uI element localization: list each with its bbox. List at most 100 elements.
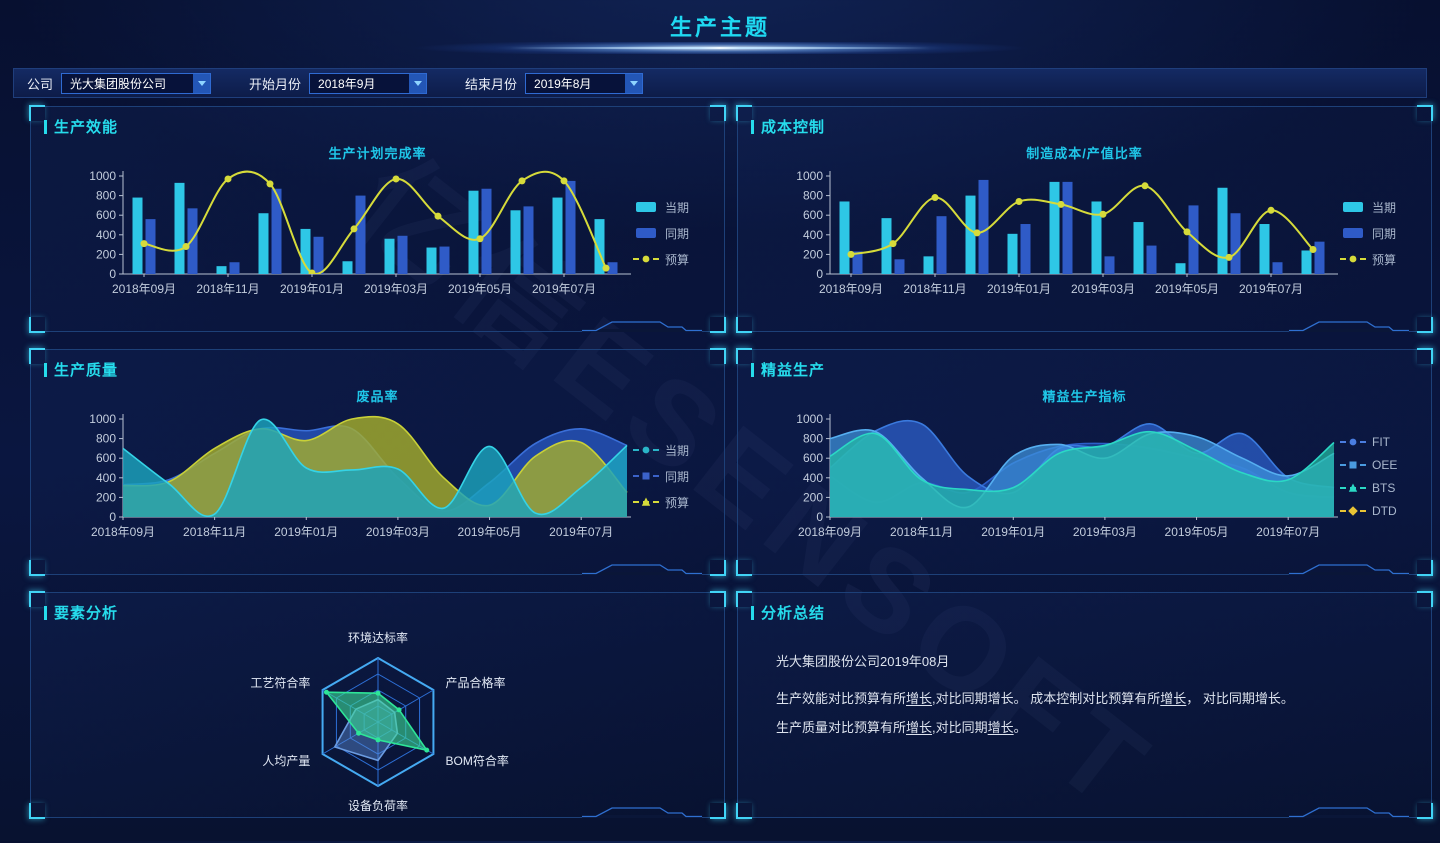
svg-text:2018年11月: 2018年11月: [196, 282, 259, 296]
summary-text: ,对比同期: [932, 719, 988, 735]
panel-title-efficiency: 生产效能: [44, 116, 118, 137]
svg-text:400: 400: [803, 471, 823, 485]
svg-text:0: 0: [816, 267, 823, 281]
legend-label: FIT: [1372, 434, 1390, 449]
legend-item-quality[interactable]: 预算: [633, 494, 714, 511]
filter-bar: 公司 光大集团股份公司 开始月份 2018年9月 结束月份 2019年8月: [13, 68, 1427, 98]
svg-text:2019年05月: 2019年05月: [458, 525, 522, 539]
quality-area-chart[interactable]: 0 200 400 600 800 1000 2018年09月 2018年11月 2019年01…: [77, 409, 633, 543]
svg-text:0: 0: [816, 510, 823, 524]
svg-text:800: 800: [803, 432, 823, 446]
cost-legend: 当期 同期 预算: [1340, 199, 1421, 268]
title-accent-bar: [751, 362, 754, 377]
legend-item-cost[interactable]: 预算: [1340, 251, 1421, 268]
panel-title-factor: 要素分析: [44, 602, 118, 623]
legend-item-lean[interactable]: OEE: [1340, 458, 1421, 472]
legend-label: 同期: [665, 469, 690, 484]
legend-item-efficiency[interactable]: 同期: [633, 225, 714, 242]
svg-text:2019年01月: 2019年01月: [274, 525, 338, 539]
panel-bottom-notch: [1289, 564, 1409, 575]
svg-text:800: 800: [96, 189, 116, 203]
header-glow-core: [510, 47, 930, 49]
legend-item-efficiency[interactable]: 预算: [633, 251, 714, 268]
legend-item-efficiency[interactable]: 当期: [633, 199, 714, 216]
summary-line: 生产质量对比预算有所增长,对比同期增长。: [776, 717, 1387, 740]
legend-item-lean[interactable]: BTS: [1340, 481, 1421, 495]
panel-grid: 生产效能 生产计划完成率 0 200 400 600 800 1000 2018年09月 20…: [29, 105, 1433, 819]
chart-title-cost: 制造成本/产值比率: [1026, 146, 1143, 161]
legend-item-quality[interactable]: 当期: [633, 442, 714, 459]
svg-text:600: 600: [96, 451, 116, 465]
svg-text:2019年03月: 2019年03月: [366, 525, 430, 539]
svg-text:人均产量: 人均产量: [262, 754, 310, 768]
chevron-down-icon[interactable]: [409, 73, 427, 93]
lean-legend: FIT OEE BTS DTD: [1340, 435, 1421, 518]
start-month-select-value: 2018年9月: [318, 76, 376, 91]
summary-underlined-text: 增长: [906, 691, 933, 706]
panel-title-lean: 精益生产: [751, 359, 825, 380]
svg-text:2019年03月: 2019年03月: [1073, 525, 1137, 539]
legend-item-cost[interactable]: 同期: [1340, 225, 1421, 242]
svg-text:2019年03月: 2019年03月: [1071, 282, 1135, 296]
svg-text:1000: 1000: [89, 169, 116, 183]
legend-item-lean[interactable]: FIT: [1340, 435, 1421, 449]
panel-bottom-notch: [1289, 321, 1409, 332]
svg-text:2019年07月: 2019年07月: [549, 525, 613, 539]
chevron-down-icon[interactable]: [193, 73, 211, 93]
legend-label: DTD: [1372, 503, 1397, 518]
panel-analysis-summary: 分析总结 光大集团股份公司2019年08月 生产效能对比预算有所增长,对比同期增…: [736, 591, 1433, 819]
legend-label: BTS: [1372, 480, 1396, 495]
company-select[interactable]: 光大集团股份公司: [61, 72, 212, 94]
summary-underlined-text: 增长: [987, 719, 1014, 735]
svg-text:400: 400: [96, 471, 116, 485]
company-label: 公司: [27, 76, 54, 92]
panel-production-efficiency: 生产效能 生产计划完成率 0 200 400 600 800 1000 2018年09月 20…: [29, 105, 726, 333]
lean-area-chart[interactable]: 0 200 400 600 800 1000 2018年09月 2018年11月 2019年01…: [784, 409, 1340, 543]
legend-item-lean[interactable]: DTD: [1340, 504, 1421, 518]
summary-text: ， 对比同期增长。: [1186, 691, 1294, 706]
chart-title-lean: 精益生产指标: [1042, 389, 1127, 404]
svg-text:环境达标率: 环境达标率: [347, 630, 407, 645]
end-month-label: 结束月份: [465, 76, 518, 92]
end-month-select-value: 2019年8月: [534, 76, 592, 91]
panel-title-cost: 成本控制: [751, 116, 825, 137]
svg-text:设备负荷率: 设备负荷率: [347, 798, 407, 811]
end-month-filter-group: 结束月份 2019年8月: [465, 72, 644, 94]
legend-label: 同期: [665, 226, 690, 241]
legend-item-cost[interactable]: 当期: [1340, 199, 1421, 216]
svg-text:1000: 1000: [796, 412, 823, 426]
svg-text:1000: 1000: [89, 412, 116, 426]
panel-bottom-notch: [582, 321, 702, 332]
legend-label: 当期: [665, 443, 690, 458]
svg-text:400: 400: [96, 228, 116, 242]
svg-text:2019年05月: 2019年05月: [448, 282, 512, 296]
start-month-select[interactable]: 2018年9月: [309, 72, 428, 94]
svg-text:2018年09月: 2018年09月: [91, 525, 155, 539]
svg-text:BOM符合率: BOM符合率: [445, 753, 508, 768]
panel-title-quality: 生产质量: [44, 359, 118, 380]
legend-label: 当期: [665, 200, 690, 215]
company-select-value: 光大集团股份公司: [70, 76, 167, 91]
title-accent-bar: [751, 605, 754, 620]
efficiency-bar-line-chart[interactable]: 0 200 400 600 800 1000 2018年09月 2018年11月 2019年01…: [77, 166, 633, 300]
legend-label: 预算: [665, 495, 690, 510]
panel-lean-production: 精益生产 精益生产指标 0 200 400 600 800 1000 2018年09月 201…: [736, 348, 1433, 576]
svg-text:1000: 1000: [796, 169, 823, 183]
start-month-label: 开始月份: [249, 76, 302, 92]
legend-label: 预算: [665, 252, 690, 267]
summary-underlined-text: 增长: [1160, 691, 1187, 706]
svg-text:2018年11月: 2018年11月: [890, 525, 953, 539]
summary-lines: 生产效能对比预算有所增长,对比同期增长。 成本控制对比预算有所增长， 对比同期增…: [776, 688, 1387, 740]
title-accent-bar: [751, 119, 754, 134]
svg-text:200: 200: [96, 247, 116, 261]
end-month-select[interactable]: 2019年8月: [525, 72, 644, 94]
panel-bottom-notch: [582, 807, 702, 818]
svg-text:800: 800: [803, 189, 823, 203]
summary-text: 。: [1013, 719, 1027, 735]
chevron-down-icon[interactable]: [625, 73, 643, 93]
legend-item-quality[interactable]: 同期: [633, 468, 714, 485]
svg-text:200: 200: [96, 490, 116, 504]
chart-title-efficiency: 生产计划完成率: [328, 146, 427, 161]
cost-bar-line-chart[interactable]: 0 200 400 600 800 1000 2018年09月 2018年11月 2019年01…: [784, 166, 1340, 300]
